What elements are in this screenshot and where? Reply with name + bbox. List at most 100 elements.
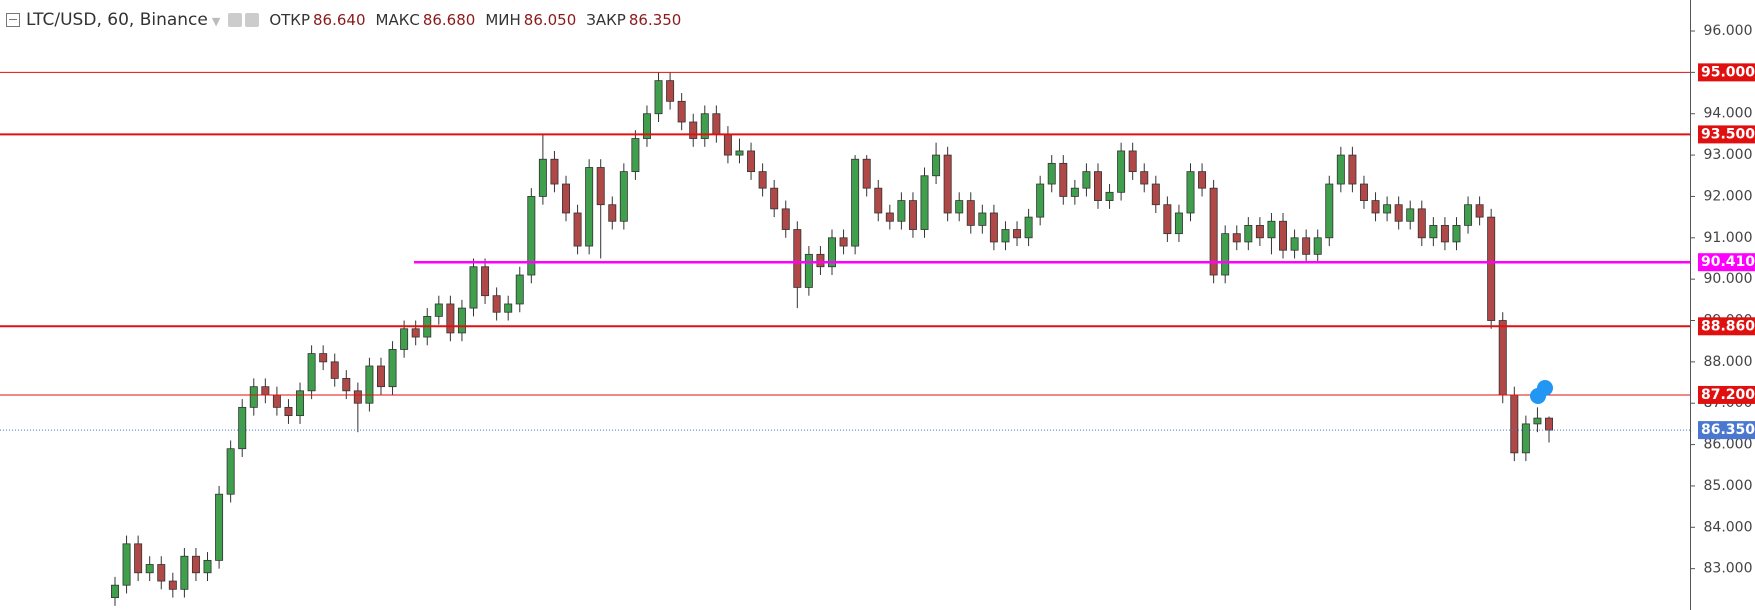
- candle-body: [804, 253, 813, 288]
- candle-body: [296, 390, 305, 417]
- candle-body: [1105, 191, 1114, 201]
- candle-body: [400, 328, 409, 350]
- candle-body: [1198, 171, 1207, 189]
- y-tick-label: 85.000: [1704, 478, 1753, 494]
- candle-body: [978, 212, 987, 226]
- price-axis-bg: [1690, 0, 1755, 610]
- candle-body: [481, 266, 490, 297]
- dropdown-arrow[interactable]: ▼: [211, 15, 221, 28]
- candle-body: [1359, 183, 1368, 201]
- candle-body: [1221, 233, 1230, 276]
- candle-body: [134, 543, 143, 574]
- y-tick-label: 93.000: [1704, 147, 1753, 163]
- candle-body: [1510, 394, 1519, 454]
- candle-body: [874, 187, 883, 214]
- level-label-bg: [1698, 421, 1755, 440]
- candle-body: [307, 353, 316, 392]
- level-label: 86.350: [1701, 422, 1755, 438]
- candle-body: [1302, 237, 1311, 255]
- candle-body: [1336, 154, 1345, 185]
- candle-body: [1371, 200, 1380, 214]
- candle-body: [434, 303, 443, 317]
- candle-body: [1533, 417, 1542, 425]
- candle-body: [943, 154, 952, 214]
- candle-body: [862, 158, 871, 189]
- candle-body: [932, 154, 941, 177]
- candle-body: [1417, 208, 1426, 239]
- candle-body: [828, 237, 836, 268]
- candle-body: [1244, 224, 1253, 243]
- candle-body: [735, 150, 744, 156]
- candle-body: [1128, 150, 1137, 173]
- legend-value: 86.680: [422, 11, 476, 29]
- candle-body: [793, 229, 802, 288]
- candle-body: [631, 138, 640, 173]
- candle-body: [573, 212, 582, 247]
- candle-body: [111, 584, 119, 598]
- candle-body: [411, 328, 420, 338]
- candle-body: [504, 303, 513, 313]
- candle-body: [1464, 204, 1473, 226]
- candle-body: [955, 200, 964, 214]
- candle-body: [319, 353, 328, 363]
- candle-body: [353, 390, 362, 404]
- settings-icon[interactable]: [245, 13, 260, 27]
- candle-body: [608, 204, 617, 222]
- candle-body: [839, 237, 848, 247]
- level-label: 93.500: [1701, 126, 1755, 142]
- candle-body: [1348, 154, 1357, 185]
- level-label: 87.200: [1701, 387, 1755, 403]
- level-label-bg: [1698, 317, 1755, 336]
- candle-body: [1452, 224, 1461, 243]
- candle-body: [1013, 229, 1022, 239]
- candle-body: [1117, 150, 1126, 193]
- candle-body: [585, 167, 594, 247]
- candle-body: [770, 187, 779, 210]
- candle-body: [1279, 220, 1288, 251]
- candle-body: [781, 208, 790, 230]
- candle-body: [527, 196, 536, 276]
- candle-body: [700, 113, 709, 139]
- candle-body: [365, 365, 374, 404]
- candle-body: [284, 406, 293, 417]
- level-label-bg: [1698, 385, 1755, 404]
- legend-name: ЗАКР: [586, 11, 626, 29]
- candle-body: [1151, 183, 1160, 206]
- eye-icon[interactable]: [228, 13, 243, 27]
- candle-body: [330, 361, 339, 379]
- candle-body: [1406, 208, 1415, 222]
- candle-body: [885, 212, 894, 222]
- candle-body: [469, 266, 478, 309]
- candle-body: [157, 564, 166, 582]
- level-label-bg: [1698, 253, 1755, 272]
- candle-body: [1313, 237, 1322, 255]
- candle-body: [550, 158, 559, 185]
- candle-body: [758, 171, 767, 189]
- candle-body: [376, 365, 385, 388]
- collapse-icon[interactable]: [6, 13, 20, 27]
- legend-name: ОТКР: [269, 11, 310, 29]
- legend-name: МАКС: [375, 11, 420, 29]
- candle-body: [538, 158, 547, 197]
- candle-body: [816, 253, 825, 268]
- candle-body: [1440, 224, 1449, 243]
- legend-value: 86.050: [523, 11, 577, 29]
- candle-body: [1186, 171, 1195, 214]
- candle-body: [203, 559, 212, 574]
- event-marker: [1530, 380, 1553, 404]
- y-tick-label: 83.000: [1704, 561, 1753, 577]
- candle-body: [851, 158, 860, 247]
- y-tick-label: 91.000: [1704, 230, 1753, 246]
- candle-body: [666, 80, 675, 102]
- candle-body: [1290, 237, 1299, 251]
- candle-body: [215, 493, 224, 561]
- candle-body: [1070, 187, 1079, 197]
- y-tick-label: 88.000: [1704, 354, 1753, 370]
- candle-body: [1498, 320, 1507, 396]
- y-tick-label: 96.000: [1704, 23, 1753, 39]
- candle-body: [677, 100, 686, 123]
- candle-body: [1082, 171, 1091, 189]
- level-label: 88.860: [1701, 318, 1755, 334]
- candle-body: [1232, 233, 1241, 243]
